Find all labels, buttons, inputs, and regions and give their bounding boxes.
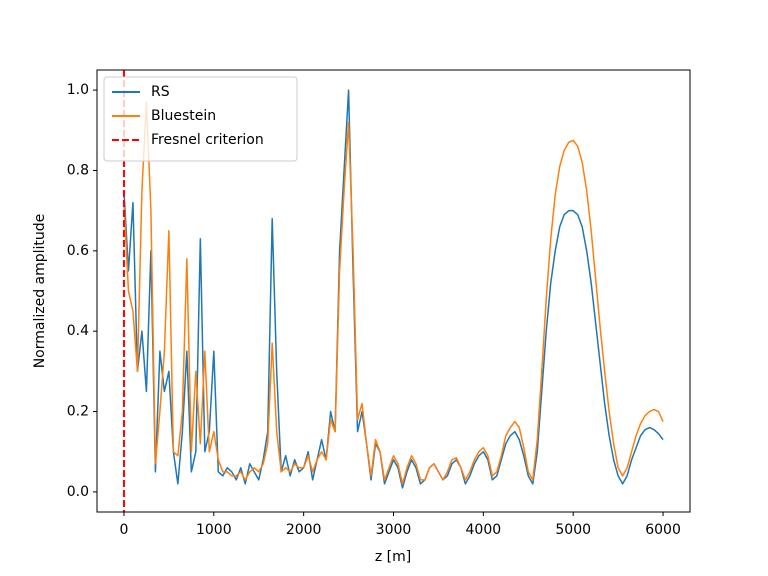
y-tick-label: 0.8 [67,162,89,178]
x-tick-label: 4000 [466,522,502,538]
x-axis-label: z [m] [375,549,411,565]
y-axis-label: Normalized amplitude [32,214,48,369]
x-tick-label: 3000 [376,522,412,538]
x-tick-label: 2000 [286,522,322,538]
y-tick-label: 0.6 [67,243,89,259]
legend: RS Bluestein Fresnel criterion [103,76,298,162]
line-series [123,89,664,489]
legend-label: Bluestein [151,108,216,124]
legend-label: Fresnel criterion [151,132,264,148]
line-series [123,101,664,485]
legend-box [103,76,298,162]
x-tick-label: 6000 [645,522,681,538]
y-tick-label: 1.0 [67,82,89,98]
x-tick-label: 1000 [196,522,232,538]
x-tick-label: 0 [119,522,128,538]
plot-frame [96,69,691,513]
legend-label: RS [151,84,170,100]
y-tick-label: 0.4 [67,323,89,339]
y-tick-label: 0.0 [67,484,89,500]
x-tick-label: 5000 [555,522,591,538]
y-tick-label: 0.2 [67,404,89,420]
